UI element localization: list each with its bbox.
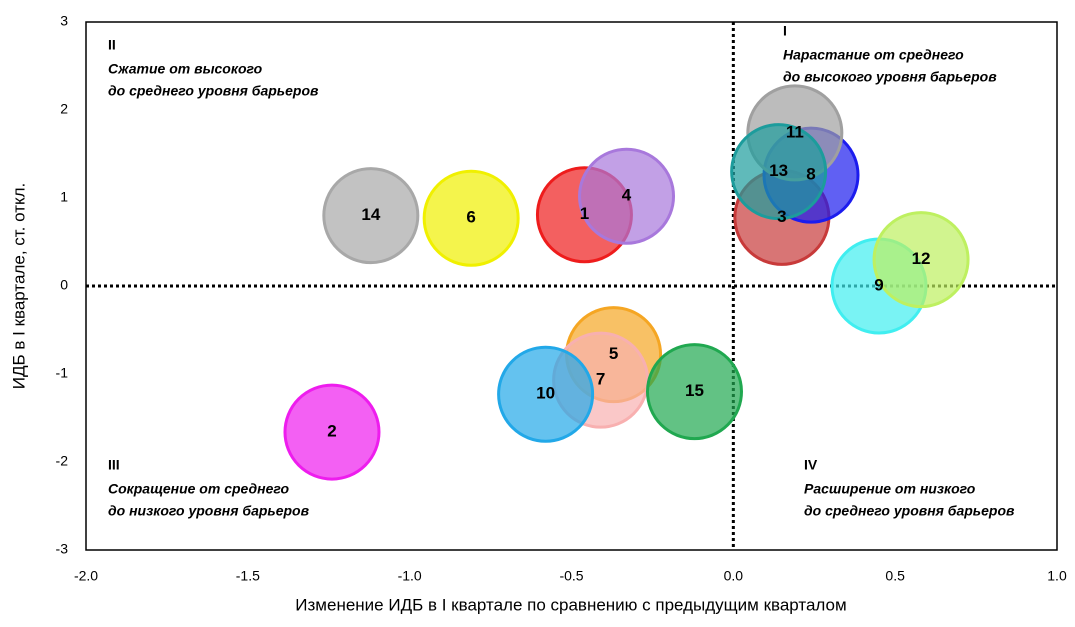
bubble [497,345,595,443]
y-tick-label: 1 [60,189,68,205]
quadrant-numeral: IV [804,457,818,473]
bubble-label: 14 [361,205,380,224]
x-tick-label: -0.5 [559,568,583,584]
quadrant-numeral: II [108,37,116,53]
x-tick-label: -2.0 [74,568,98,584]
bubble-label: 2 [327,422,336,441]
y-tick-label: -2 [56,453,69,469]
y-tick-label: -3 [56,541,69,557]
bubble-label: 5 [609,344,618,363]
quadrant-note: Сокращение от среднего [108,481,290,497]
y-tick-label: 3 [60,13,68,29]
bubble-label: 15 [685,381,704,400]
bubble-label: 9 [874,275,883,294]
quadrant-note: до низкого уровня барьеров [108,503,310,519]
y-tick-label: -1 [56,365,69,381]
bubble-label: 4 [622,186,632,205]
bubble [322,167,420,265]
y-axis-title: ИДБ в I квартале, ст. откл. [9,183,28,389]
quadrant-note: Расширение от низкого [804,481,976,497]
bubble-label: 10 [536,384,555,403]
x-tick-label: 0.0 [724,568,744,584]
y-tick-label: 2 [60,101,68,117]
bubble-label: 12 [912,249,931,268]
quadrant-note: Сжатие от высокого [108,61,263,77]
bubble-label: 6 [466,208,475,227]
bubble-label: 8 [806,165,815,184]
x-tick-label: 0.5 [885,568,905,584]
x-tick-label: 1.0 [1047,568,1067,584]
bubble-label: 1 [580,204,589,223]
x-tick-label: -1.5 [236,568,260,584]
quadrant-note: Нарастание от среднего [783,47,964,63]
quadrant-note: до среднего уровня барьеров [108,83,319,99]
bubble [645,343,743,441]
quadrant-note: до среднего уровня барьеров [804,503,1015,519]
bubble [422,169,520,267]
quadrant-numeral: III [108,457,120,473]
bubble-label: 13 [769,161,788,180]
quadrant-note: до высокого уровня барьеров [783,69,997,85]
bubble [872,211,970,309]
bubble [730,123,828,221]
bubble-label: 7 [596,370,605,389]
bubble [578,147,676,245]
bubble [283,383,381,481]
x-tick-label: -1.0 [398,568,422,584]
bubble-label: 3 [777,207,786,226]
bubble-label: 11 [786,122,804,141]
x-axis-title: Изменение ИДБ в I квартале по сравнению … [295,595,846,614]
quadrant-numeral: I [783,23,787,39]
y-tick-label: 0 [60,277,68,293]
